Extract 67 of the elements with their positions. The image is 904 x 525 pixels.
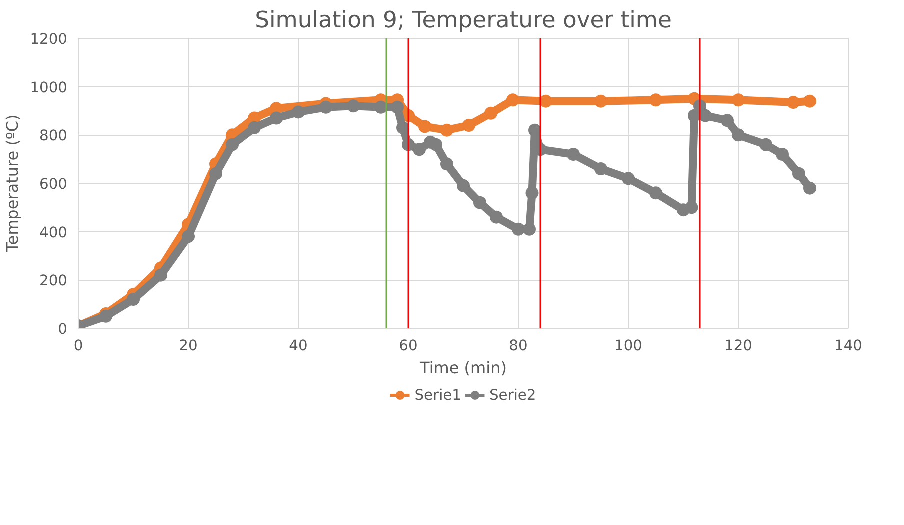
x-tick-label: 120 bbox=[724, 338, 752, 354]
point bbox=[391, 100, 404, 114]
point bbox=[270, 112, 283, 125]
point bbox=[787, 96, 800, 110]
point bbox=[100, 310, 112, 323]
point bbox=[804, 94, 816, 108]
x-tick-label: 20 bbox=[179, 338, 198, 354]
y-tick-label: 600 bbox=[40, 176, 68, 193]
point bbox=[430, 138, 442, 152]
point bbox=[650, 186, 662, 200]
point bbox=[760, 138, 772, 152]
chart-title: Simulation 9; Temperature over time bbox=[255, 8, 672, 34]
point bbox=[413, 143, 426, 156]
point bbox=[490, 210, 503, 224]
point bbox=[182, 230, 195, 244]
point bbox=[622, 172, 635, 186]
point bbox=[512, 222, 525, 236]
point bbox=[320, 100, 332, 114]
point bbox=[528, 124, 542, 137]
point bbox=[396, 121, 410, 134]
point bbox=[418, 120, 432, 134]
point bbox=[526, 186, 539, 200]
y-tick-label: 400 bbox=[40, 224, 68, 242]
legend-label: Serie2 bbox=[490, 386, 536, 404]
x-tick-label: 140 bbox=[834, 338, 862, 354]
point bbox=[292, 106, 305, 119]
point bbox=[226, 138, 239, 152]
y-tick-label: 0 bbox=[58, 321, 68, 338]
x-tick-label: 60 bbox=[399, 338, 418, 354]
y-tick-label: 1000 bbox=[30, 79, 68, 96]
point bbox=[792, 167, 806, 180]
point bbox=[732, 128, 745, 142]
y-axis-title: Temperature (ºC) bbox=[3, 114, 22, 254]
point bbox=[567, 148, 580, 161]
point bbox=[457, 179, 470, 192]
point bbox=[732, 94, 745, 107]
point bbox=[347, 100, 360, 113]
point bbox=[440, 124, 454, 137]
point bbox=[721, 114, 734, 128]
x-tick-label: 80 bbox=[509, 338, 528, 354]
point bbox=[154, 268, 168, 282]
legend-label: Serie1 bbox=[414, 386, 462, 404]
point bbox=[506, 94, 520, 107]
y-tick-label: 200 bbox=[40, 272, 68, 290]
point bbox=[127, 293, 140, 306]
x-tick-label: 40 bbox=[289, 338, 308, 354]
y-tick-label: 1200 bbox=[30, 31, 68, 48]
point bbox=[248, 121, 261, 134]
point bbox=[650, 94, 662, 107]
x-tick-label: 100 bbox=[614, 338, 642, 354]
point bbox=[440, 158, 454, 171]
point bbox=[594, 162, 608, 176]
point bbox=[374, 100, 388, 114]
y-tick-label: 800 bbox=[40, 128, 68, 145]
point bbox=[540, 94, 552, 108]
point bbox=[804, 182, 816, 195]
point bbox=[474, 196, 486, 210]
point bbox=[594, 94, 608, 108]
x-tick-label: 0 bbox=[74, 338, 84, 354]
x-axis-title: Time (min) bbox=[419, 358, 507, 378]
point bbox=[523, 222, 536, 236]
point bbox=[484, 106, 498, 120]
point bbox=[462, 119, 476, 132]
point bbox=[685, 201, 698, 214]
point bbox=[210, 167, 222, 180]
point bbox=[776, 148, 789, 161]
point bbox=[699, 109, 712, 122]
